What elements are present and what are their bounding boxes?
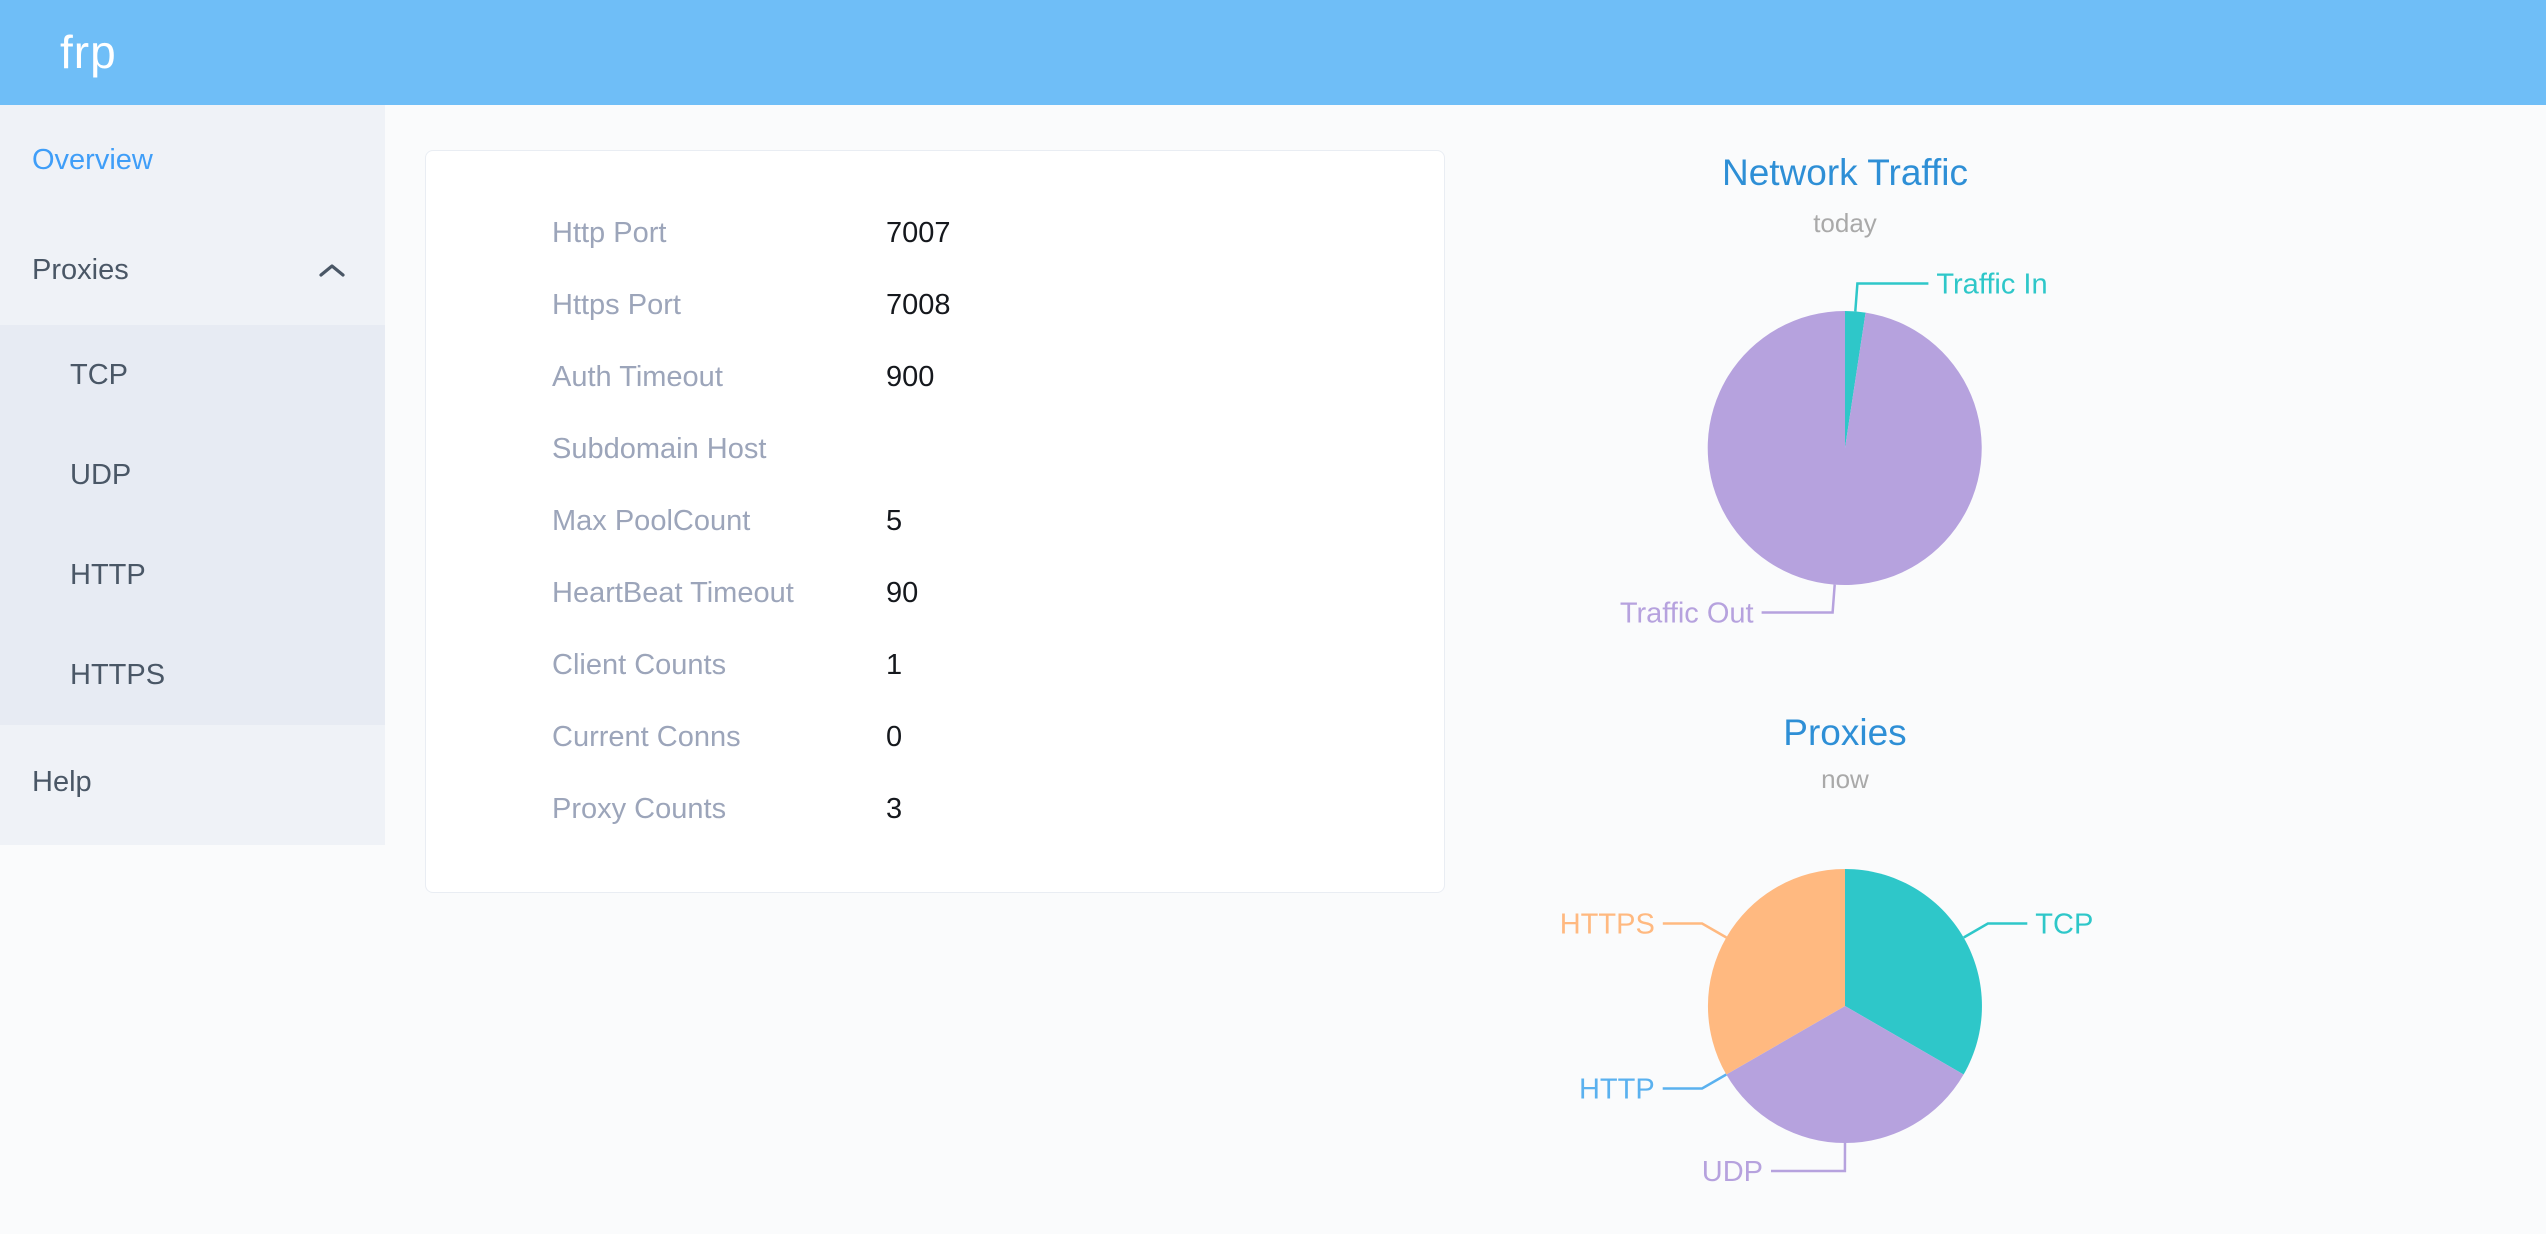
sidebar-item-label: Help	[32, 766, 92, 798]
network-traffic-title: Network Traffic	[1721, 152, 1969, 193]
pie-slice-traffic-out[interactable]	[1707, 310, 1982, 585]
network-traffic-pie: Traffic In Traffic Out	[1620, 269, 2048, 630]
app-logo: frp	[60, 26, 117, 78]
info-value: 5	[886, 504, 903, 537]
pie-label-traffic-in: Traffic In	[1936, 269, 2047, 301]
info-label: Subdomain Host	[552, 432, 767, 465]
app-header: frp	[0, 0, 2546, 105]
pie-label-line-tcp	[1963, 922, 2028, 939]
sidebar-item-label: HTTP	[70, 558, 146, 591]
info-label: Max PoolCount	[552, 504, 751, 537]
sidebar-item-help[interactable]: Help	[0, 725, 385, 840]
info-row: Max PoolCount 5	[426, 485, 1444, 557]
sidebar-item-label: Proxies	[32, 253, 129, 286]
info-row: HeartBeat Timeout 90	[426, 557, 1444, 629]
sidebar-item-label: HTTPS	[70, 658, 166, 691]
pie-label-line-http	[1662, 1073, 1727, 1090]
sidebar-item-proxies[interactable]: Proxies	[0, 215, 385, 325]
sidebar-item-label: Overview	[32, 143, 153, 176]
info-label: Current Conns	[552, 720, 741, 753]
chevron-up-icon	[319, 264, 345, 277]
pie-label-line-https	[1662, 922, 1728, 939]
network-traffic-subtitle: today	[1813, 208, 1877, 238]
charts-column: Network Traffic today Traffic In Traffic …	[1555, 0, 2135, 1234]
proxies-title: Proxies	[1783, 712, 1907, 753]
sidebar-item-label: UDP	[70, 458, 132, 491]
info-label: Client Counts	[552, 648, 727, 681]
pie-slice-udp[interactable]	[1726, 1006, 1964, 1144]
info-row: Client Counts 1	[426, 629, 1444, 701]
info-row: Http Port 7007	[426, 197, 1444, 269]
pie-label-line-udp	[1771, 1142, 1847, 1173]
info-row: Current Conns 0	[426, 701, 1444, 773]
info-label: HeartBeat Timeout	[552, 576, 794, 609]
pie-label-http: HTTP	[1579, 1074, 1655, 1106]
sidebar-item-http[interactable]: HTTP	[0, 525, 385, 625]
pie-label-line-traffic-in	[1854, 282, 1929, 312]
pie-label-udp: UDP	[1702, 1156, 1763, 1188]
sidebar: Overview Proxies TCP UDP HTTP HTTPS Help	[0, 105, 385, 845]
sidebar-item-tcp[interactable]: TCP	[0, 325, 385, 425]
proxies-subtitle: now	[1821, 764, 1869, 794]
info-label: Https Port	[552, 288, 681, 321]
pie-slice-tcp[interactable]	[1845, 869, 1982, 1075]
sidebar-item-label: TCP	[70, 358, 128, 391]
pie-label-tcp: TCP	[2035, 909, 2093, 941]
pie-slice-https[interactable]	[1707, 869, 1845, 1075]
pie-label-line-traffic-out	[1761, 584, 1836, 614]
info-row: Auth Timeout 900	[426, 341, 1444, 413]
info-value: 90	[886, 576, 919, 609]
info-value: 900	[886, 360, 935, 393]
sidebar-item-udp[interactable]: UDP	[0, 425, 385, 525]
info-row: Proxy Counts 3	[426, 773, 1444, 845]
pie-label-traffic-out: Traffic Out	[1620, 598, 1754, 630]
pie-label-https: HTTPS	[1560, 909, 1655, 941]
proxies-submenu: TCP UDP HTTP HTTPS	[0, 325, 385, 725]
info-value: 7008	[886, 288, 951, 321]
sidebar-item-overview[interactable]: Overview	[0, 105, 385, 215]
pie-slice-traffic-in[interactable]	[1845, 311, 1866, 448]
info-row: Subdomain Host	[426, 413, 1444, 485]
server-info-card: Http Port 7007 Https Port 7008 Auth Time…	[425, 150, 1445, 893]
info-label: Proxy Counts	[552, 792, 727, 825]
info-value: 0	[886, 720, 903, 753]
info-value: 1	[886, 648, 903, 681]
proxies-pie: TCP UDP HTTP HTTPS	[1560, 869, 2093, 1188]
info-value: 3	[886, 792, 903, 825]
info-value: 7007	[886, 216, 951, 249]
info-row: Https Port 7008	[426, 269, 1444, 341]
info-label: Http Port	[552, 216, 667, 249]
sidebar-item-https[interactable]: HTTPS	[0, 625, 385, 725]
info-label: Auth Timeout	[552, 360, 723, 393]
